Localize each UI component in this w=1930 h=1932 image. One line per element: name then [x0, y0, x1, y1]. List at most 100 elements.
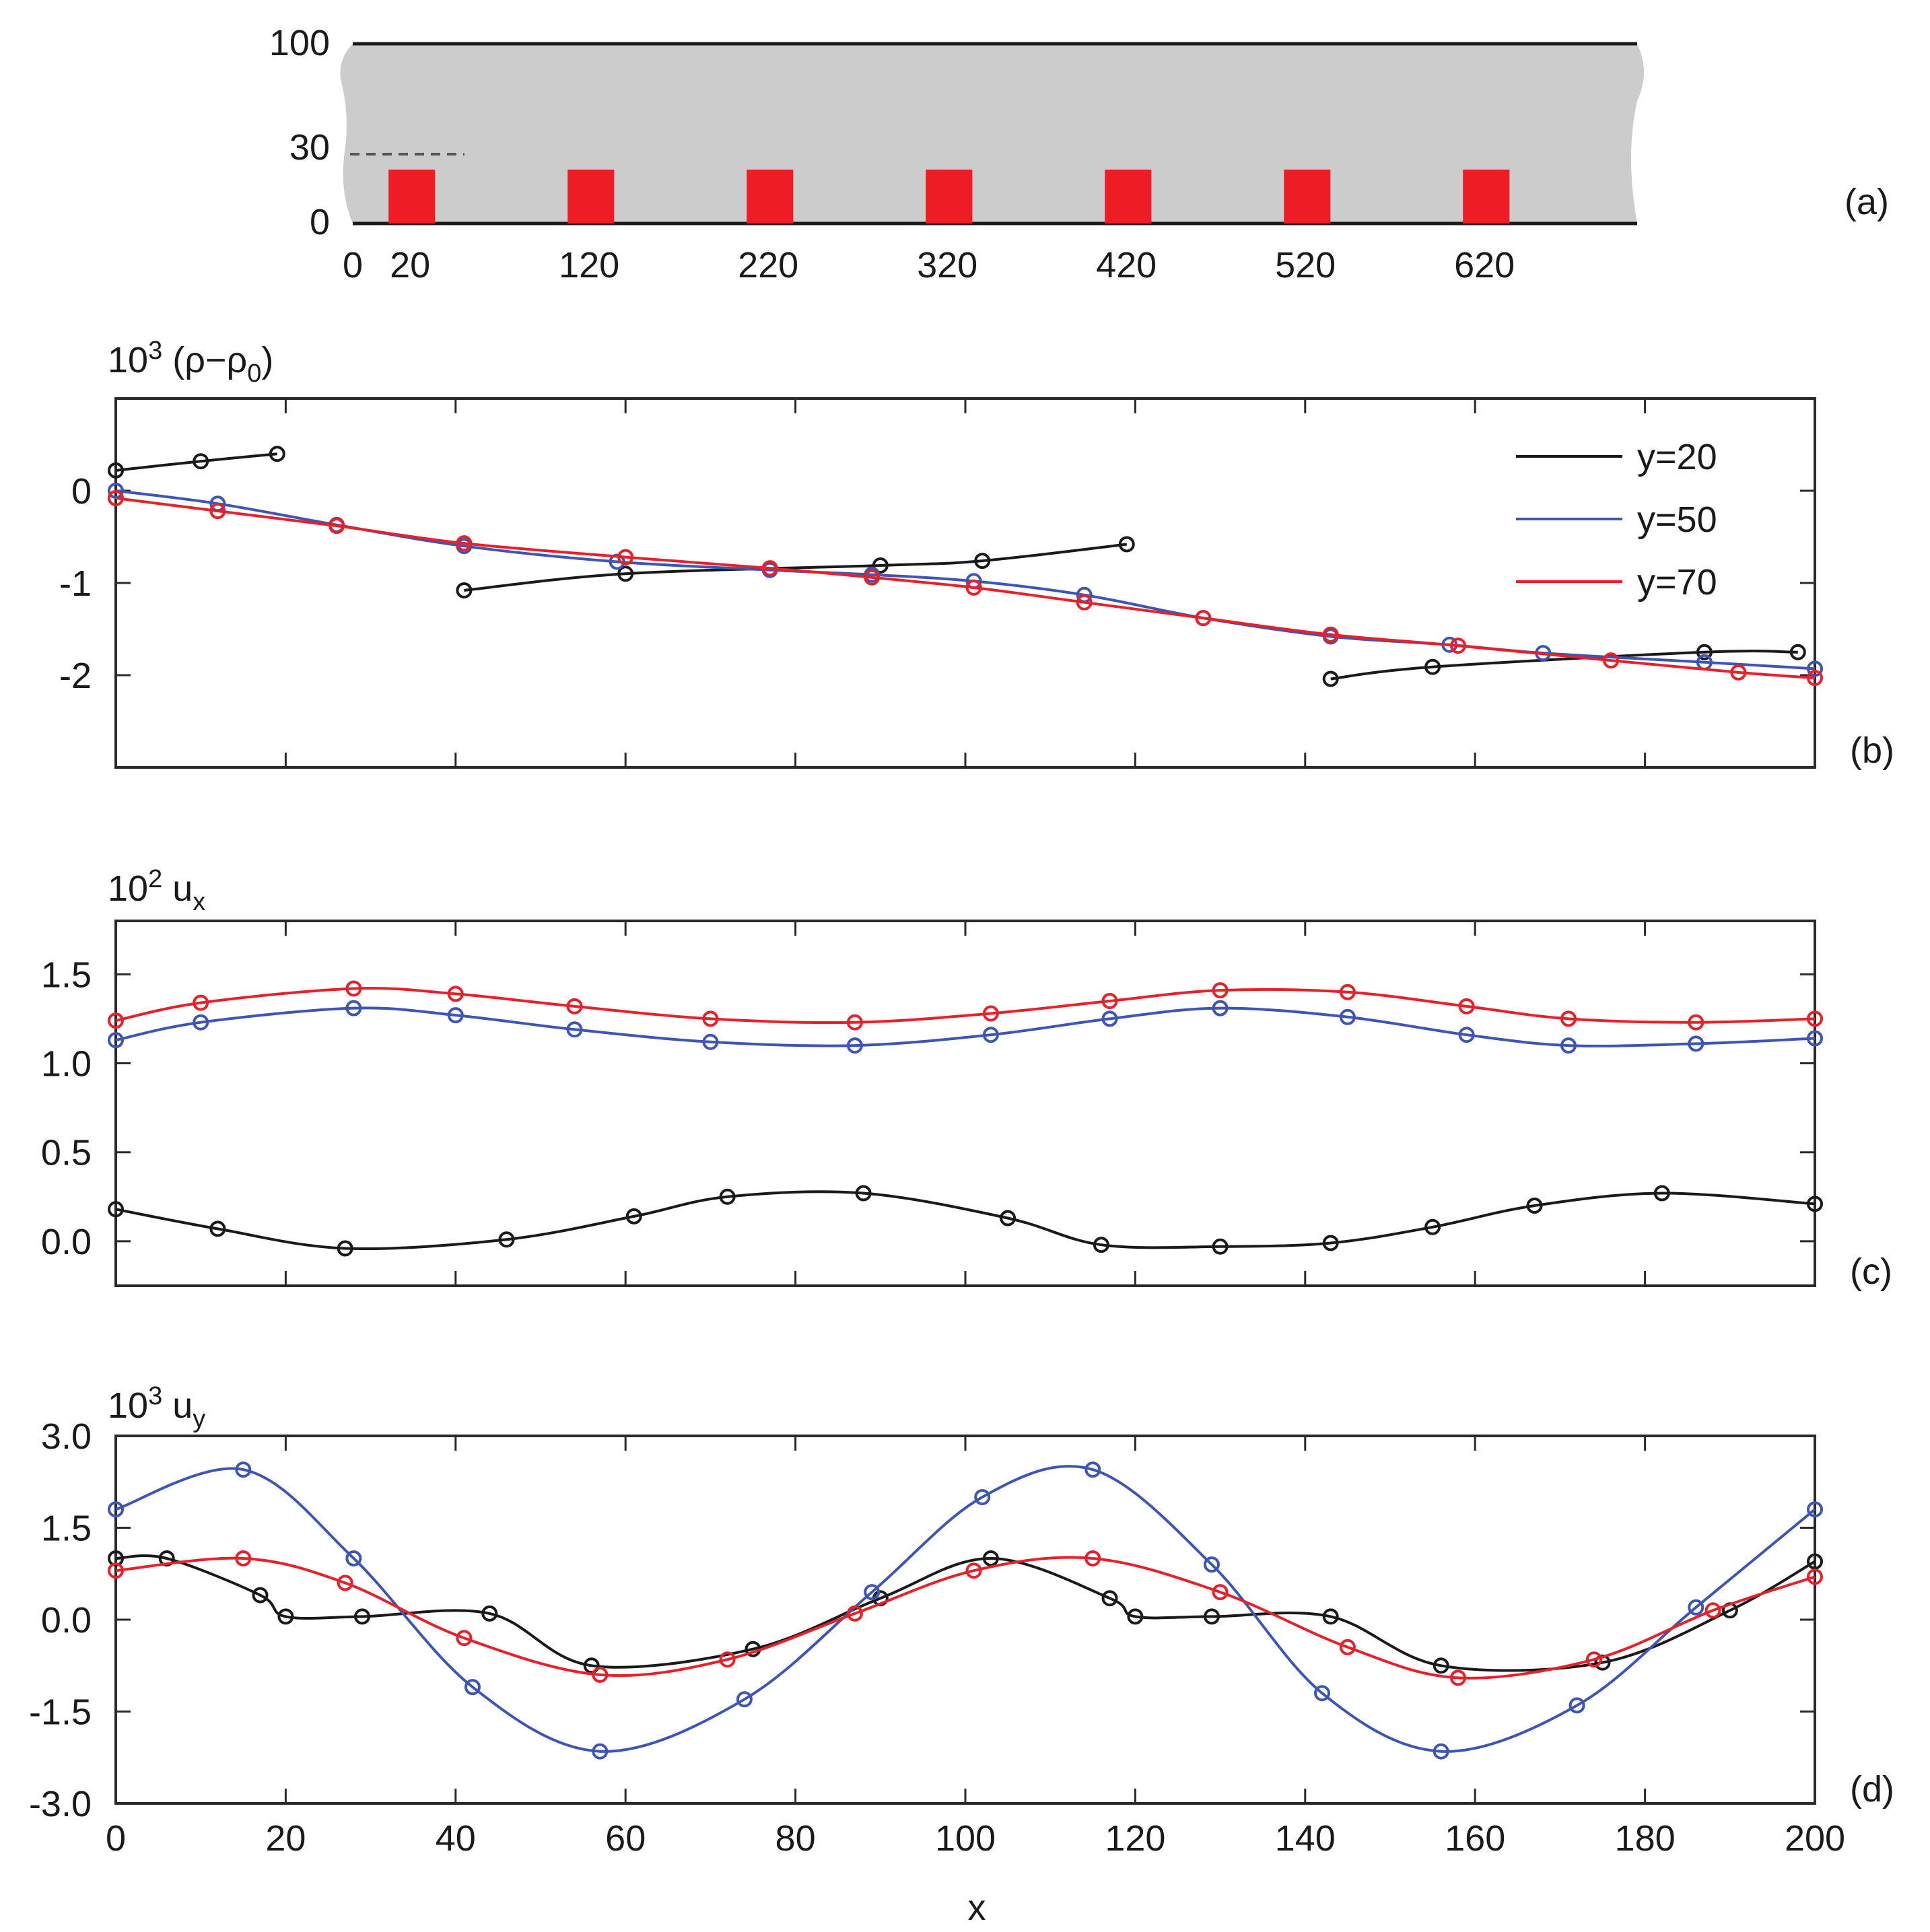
d-data-point-blue [1569, 1697, 1585, 1714]
c-ytick-label: 0.0 [41, 1222, 92, 1262]
b-ylabel: 103 (ρ−ρ0) [108, 337, 273, 388]
b-data-point-blue [609, 553, 625, 570]
d-xtick-label: 120 [1105, 1818, 1165, 1859]
panel-tag-b: (b) [1850, 730, 1894, 771]
d-data-point-black [277, 1608, 294, 1625]
c-data-point-black [625, 1208, 642, 1224]
b-data-point-red [761, 560, 778, 577]
d-data-point-red [1585, 1651, 1602, 1668]
b-data-point-red [329, 518, 345, 534]
b-data-point-black [617, 565, 634, 582]
a-xtick-label: 120 [559, 245, 619, 285]
obstacle-block [1105, 169, 1152, 223]
d-data-point-blue [864, 1584, 881, 1601]
b-data-point-red [864, 569, 881, 586]
d-series-line-red [115, 1556, 1816, 1680]
d-xtick-label: 40 [436, 1818, 476, 1859]
a-xtick-label: 0 [343, 245, 363, 285]
c-data-point-red [566, 998, 583, 1014]
b-data-point-red [617, 549, 634, 565]
c-series-line-blue [115, 1006, 1816, 1047]
d-xlabel: x [968, 1888, 986, 1928]
d-data-point-black [1204, 1608, 1220, 1625]
c-data-point-red [193, 994, 209, 1011]
b-ytick-label: 0 [71, 471, 92, 512]
d-data-point-black [1101, 1590, 1118, 1607]
obstacle-block [388, 169, 436, 223]
c-ytick-label: 0.5 [41, 1133, 92, 1173]
a-ytick-30: 30 [289, 127, 330, 168]
d-plot-frame [114, 1435, 1816, 1805]
d-ytick-label: 0.0 [41, 1600, 92, 1641]
obstacle-block [1463, 169, 1510, 223]
d-ytick-label: 1.5 [41, 1509, 92, 1549]
b-series-line-black [464, 543, 1128, 592]
b-data-point-black [1322, 670, 1339, 687]
c-data-point-red [447, 986, 464, 1002]
c-data-point-black [108, 1201, 124, 1218]
c-series-line-black [115, 1190, 1816, 1251]
c-data-point-black [1212, 1238, 1229, 1255]
legend-label-y20: y=20 [1637, 437, 1717, 477]
d-ytick-label: -1.5 [29, 1692, 92, 1733]
c-ylabel: 102 ux [108, 865, 205, 916]
d-data-point-blue [1204, 1556, 1220, 1573]
c-data-point-black [855, 1185, 872, 1202]
c-data-point-red [108, 1012, 124, 1029]
d-data-point-black [481, 1605, 498, 1622]
d-data-point-black [583, 1657, 600, 1674]
d-data-point-black [1322, 1608, 1339, 1625]
a-x-tick-labels: 0 20 120 220 320 420 520 620 [343, 245, 1515, 285]
b-series-line-black [1330, 650, 1798, 681]
channel-body [340, 44, 1644, 223]
c-data-point-red [1101, 993, 1118, 1009]
d-data-point-red [1084, 1550, 1101, 1566]
b-data-point-black [1118, 536, 1135, 553]
b-series [108, 446, 1823, 687]
d-data-point-blue [1433, 1743, 1449, 1760]
c-data-point-black [1653, 1185, 1670, 1202]
b-series-line-blue [115, 489, 1816, 670]
b-data-point-red [1730, 664, 1747, 681]
c-data-point-red [1807, 1010, 1823, 1027]
c-data-point-blue [1688, 1035, 1704, 1052]
c-data-point-black [209, 1220, 226, 1237]
c-data-point-blue [982, 1027, 999, 1043]
obstacle-block [567, 169, 615, 223]
d-data-point-red [337, 1575, 353, 1591]
panel-tag-d: (d) [1850, 1769, 1894, 1809]
d-data-point-red [1704, 1602, 1721, 1619]
b-data-point-blue [108, 483, 124, 499]
panel-tag-c: (c) [1850, 1251, 1892, 1292]
b-data-point-black [872, 557, 889, 574]
c-data-point-black [1807, 1196, 1823, 1212]
b-series-line-black [115, 452, 277, 472]
obstacles [388, 169, 1510, 223]
c-data-point-red [702, 1010, 719, 1027]
d-xtick-label: 140 [1275, 1818, 1336, 1859]
c-ticks: 1.5 1.0 0.5 0.0 [41, 921, 1816, 1286]
b-data-point-red [1807, 670, 1823, 687]
b-data-point-red [1195, 610, 1212, 627]
d-data-point-red [1339, 1638, 1356, 1655]
c-data-point-black [1093, 1237, 1109, 1253]
obstacle-block [747, 169, 794, 223]
c-data-point-black [498, 1231, 515, 1248]
d-series-line-blue [115, 1465, 1816, 1753]
c-data-point-blue [846, 1037, 863, 1054]
c-data-point-black [1000, 1210, 1016, 1227]
d-data-point-blue [974, 1489, 991, 1505]
d-xtick-label: 20 [265, 1818, 306, 1859]
d-xtick-label: 180 [1615, 1818, 1676, 1859]
d-data-point-red [1807, 1568, 1823, 1585]
d-series [108, 1461, 1823, 1760]
c-plot-frame [114, 920, 1816, 1287]
c-data-point-blue [1458, 1027, 1475, 1043]
b-data-point-black [974, 553, 991, 570]
d-data-point-blue [235, 1461, 252, 1478]
c-data-point-blue [1101, 1010, 1118, 1027]
obstacle-block [926, 169, 973, 223]
panel-c: 102 ux 1.5 1.0 0.5 0.0 (c) [41, 865, 1892, 1292]
b-data-point-black [193, 453, 209, 470]
